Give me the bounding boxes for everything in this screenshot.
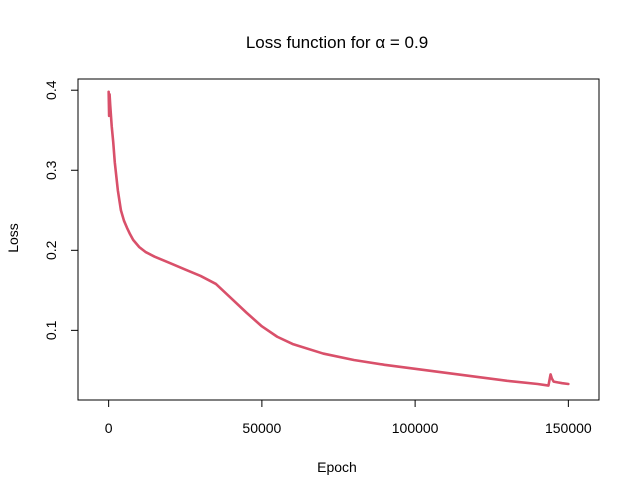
x-tick-label: 100000 — [392, 420, 439, 436]
loss-series-line — [107, 90, 570, 387]
y-tick-label: 0.2 — [43, 240, 59, 260]
chart-title-symbol: α — [375, 33, 385, 52]
chart-title-prefix: Loss function for — [246, 33, 375, 52]
x-tick-label: 150000 — [545, 420, 592, 436]
y-axis-title: Loss — [5, 223, 21, 253]
y-tick-label: 0.4 — [43, 80, 59, 100]
x-tick-label: 0 — [105, 420, 113, 436]
y-tick-label: 0.1 — [43, 320, 59, 340]
y-tick-label: 0.3 — [43, 160, 59, 180]
chart-title-suffix: = 0.9 — [385, 33, 428, 52]
x-axis-title: Epoch — [317, 459, 357, 475]
y-axis: 0.1 0.2 0.3 0.4 — [43, 80, 79, 340]
chart-title: Loss function for α = 0.9 — [246, 33, 428, 52]
x-tick-label: 50000 — [242, 420, 281, 436]
x-axis: 0 50000 100000 150000 — [105, 399, 592, 436]
